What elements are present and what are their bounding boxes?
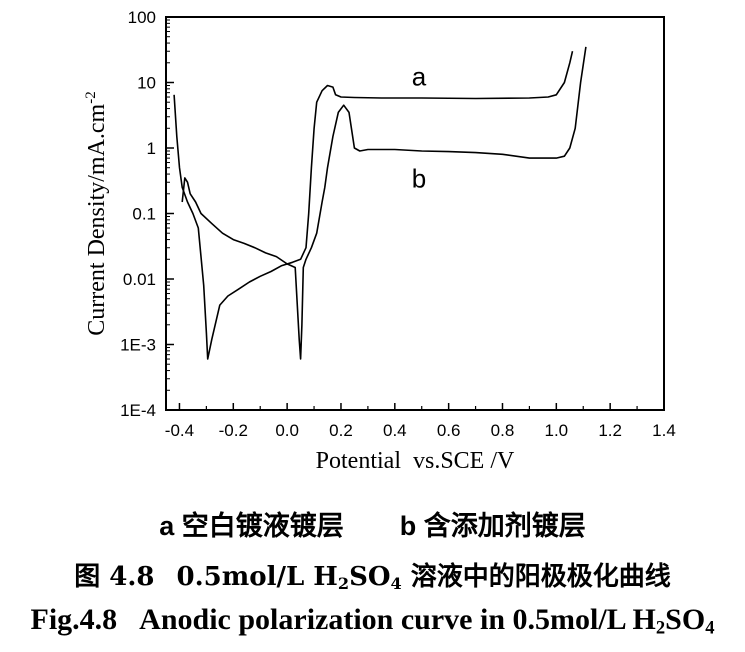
x-axis-title: Potential vs.SCE /V: [316, 448, 515, 474]
x-tick-label: 1.2: [598, 421, 622, 440]
caption-cn-sub1: 2: [337, 574, 350, 594]
series-line-b: [181, 46, 587, 360]
x-axis-ticks: -0.4 -0.2 0.0 0.2 0.4 0.6 0.8 1.0 1.2 1.4: [165, 403, 676, 440]
y-tick-label: 0.01: [123, 270, 156, 289]
y-tick-label: 1E-4: [120, 401, 156, 420]
caption-en-pre: Anodic polarization curve in 0.5mol/L H: [139, 603, 656, 636]
caption-en-sub1: 2: [655, 617, 666, 639]
x-tick-label: 0.6: [437, 421, 461, 440]
y-axis-title-main: Current Density/mA.cm: [84, 103, 110, 335]
caption-en-sub2: 4: [705, 617, 715, 639]
series-line-a: [173, 51, 574, 360]
legend-a: a 空白镀液镀层: [159, 511, 344, 541]
x-tick-label: 0.4: [383, 421, 407, 440]
caption-en-mid: SO: [665, 603, 706, 636]
y-axis-title-sup: -2: [83, 91, 99, 104]
caption-cn-mid: SO: [349, 562, 391, 592]
caption-cn-post: 溶液中的阳极极化曲线: [401, 562, 671, 592]
series-annotation-b: b: [412, 163, 426, 193]
y-axis-ticks: 1E-4 1E-3 0.01 0.1 1 10 100: [120, 8, 174, 420]
y-tick-label: 1: [147, 139, 156, 158]
x-tick-label: 1.4: [652, 421, 676, 440]
figure-caption-cn: 图 4.8 0.5mol/L H2SO4 溶液中的阳极极化曲线: [0, 556, 745, 593]
caption-en-label: Fig.4.8: [30, 603, 118, 636]
y-tick-label: 1E-3: [120, 336, 156, 355]
caption-cn-pre: 0.5mol/L H: [176, 562, 338, 592]
series-annotation-a: a: [412, 61, 427, 91]
polarization-chart: -0.4 -0.2 0.0 0.2 0.4 0.6 0.8 1.0 1.2 1.4 1E-41E-…: [83, 8, 676, 474]
caption-cn-sub2: 4: [390, 574, 402, 594]
y-tick-label: 0.1: [132, 205, 156, 224]
series-annotations: ab: [412, 61, 427, 193]
figure-caption-en: Fig.4.8 Anodic polarization curve in 0.5m…: [0, 603, 745, 637]
legend-b: b 含添加剂镀层: [399, 511, 586, 541]
caption-cn-label: 图 4.8: [74, 562, 155, 592]
x-tick-label: 0.2: [329, 421, 353, 440]
x-tick-label: -0.4: [165, 421, 194, 440]
x-tick-label: 0.8: [491, 421, 515, 440]
x-tick-label: -0.2: [219, 421, 248, 440]
series-layer: [173, 46, 587, 360]
x-tick-label: 1.0: [545, 421, 569, 440]
x-tick-label: 0.0: [275, 421, 299, 440]
legend-caption: a 空白镀液镀层 b 含添加剂镀层: [0, 504, 745, 543]
y-tick-label: 100: [128, 8, 156, 27]
y-tick-label: 10: [137, 74, 156, 93]
y-axis-title: Current Density/mA.cm-2: [83, 91, 110, 335]
